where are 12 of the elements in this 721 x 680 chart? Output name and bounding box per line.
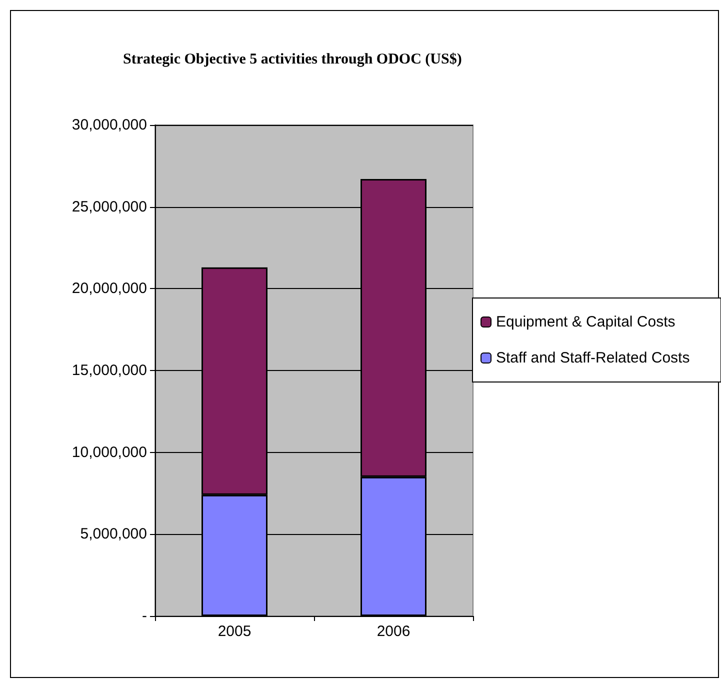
chart-title: Strategic Objective 5 activities through ODOC (US$) — [123, 52, 462, 68]
x-tick-label: 2005 — [218, 623, 252, 640]
y-tick-label: 15,000,000 — [72, 362, 147, 379]
y-tick-label: 5,000,000 — [80, 526, 147, 543]
legend-label: Staff and Staff-Related Costs — [496, 350, 690, 366]
y-tick-label: 25,000,000 — [72, 198, 147, 216]
y-tick-label: 30,000,000 — [72, 116, 147, 134]
legend-label: Equipment & Capital Costs — [496, 314, 676, 330]
x-tick-label: 2006 — [376, 623, 410, 640]
y-tick-label: - — [142, 608, 147, 624]
y-tick-label: 10,000,000 — [72, 444, 147, 461]
y-tick-label: 20,000,000 — [72, 280, 147, 298]
